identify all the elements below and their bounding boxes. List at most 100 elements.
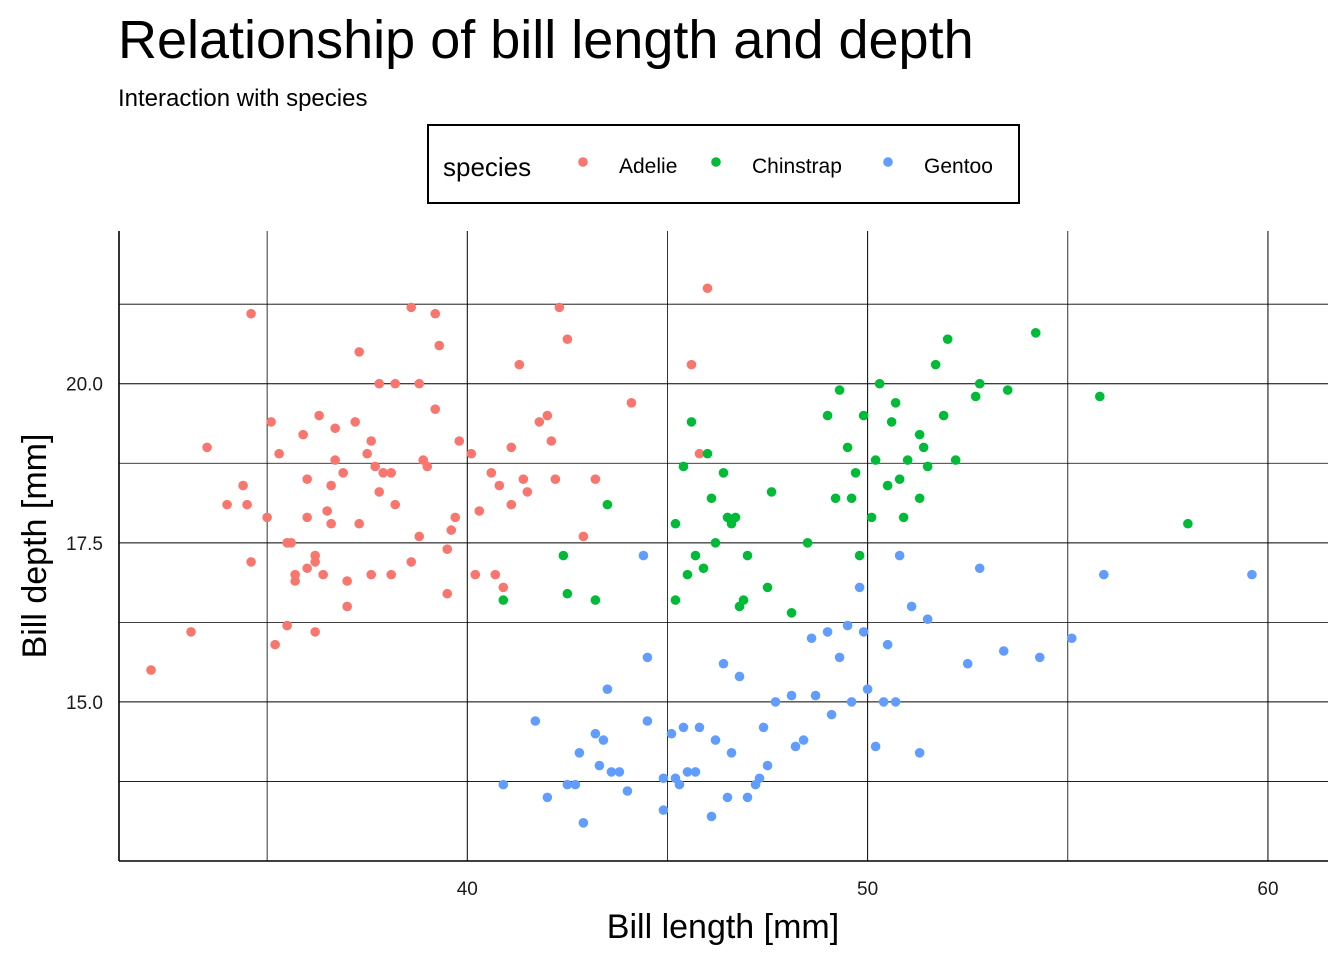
data-point-chinstrap	[558, 550, 569, 561]
data-point-gentoo	[1034, 652, 1045, 663]
data-point-adelie	[374, 487, 385, 497]
data-point-chinstrap	[858, 410, 869, 421]
data-point-adelie	[454, 436, 465, 446]
legend-box	[427, 124, 1020, 204]
data-point-adelie	[518, 474, 529, 484]
data-point-adelie	[366, 569, 377, 580]
grid	[119, 231, 1328, 862]
data-point-chinstrap	[918, 442, 929, 453]
data-point-adelie	[146, 665, 156, 675]
data-point-adelie	[442, 544, 453, 554]
data-point-adelie	[422, 461, 433, 472]
data-point-chinstrap	[866, 512, 877, 523]
data-point-adelie	[326, 518, 336, 529]
data-point-adelie	[310, 627, 320, 637]
data-point-chinstrap	[690, 550, 701, 561]
data-point-gentoo	[1066, 633, 1077, 644]
legend-item-chinstrap: Chinstrap	[711, 155, 842, 178]
data-point-adelie	[310, 550, 320, 561]
data-point-chinstrap	[894, 474, 905, 484]
legend-title: species	[443, 152, 531, 182]
data-point-adelie	[338, 468, 348, 478]
data-point-gentoo	[678, 722, 689, 733]
chart-title: Relationship of bill length and depth	[118, 10, 974, 70]
data-point-gentoo	[598, 735, 609, 745]
data-point-adelie	[466, 448, 477, 459]
data-point-adelie	[342, 576, 352, 586]
data-point-gentoo	[666, 728, 677, 739]
data-point-chinstrap	[718, 468, 729, 478]
data-point-gentoo	[878, 697, 889, 707]
data-point-gentoo	[798, 735, 809, 745]
data-point-chinstrap	[686, 417, 697, 427]
data-point-gentoo	[726, 748, 737, 758]
data-point-chinstrap	[822, 410, 833, 421]
series-chinstrap	[498, 328, 1193, 618]
data-point-adelie	[238, 480, 248, 491]
data-point-chinstrap	[682, 569, 693, 580]
data-point-gentoo	[594, 760, 605, 771]
y-axis-title: Bill depth [mm]	[16, 434, 54, 659]
data-point-chinstrap	[922, 461, 933, 472]
data-point-adelie	[266, 417, 276, 427]
data-point-adelie	[470, 569, 481, 580]
data-point-gentoo	[742, 792, 753, 803]
data-point-chinstrap	[1095, 391, 1105, 402]
data-point-adelie	[414, 378, 425, 389]
data-point-adelie	[286, 538, 296, 548]
data-point-chinstrap	[698, 563, 709, 574]
data-point-gentoo	[694, 722, 705, 733]
legend-key	[578, 157, 588, 167]
data-point-adelie	[406, 557, 417, 567]
data-point-gentoo	[638, 550, 649, 561]
data-point-chinstrap	[914, 493, 925, 504]
data-point-adelie	[362, 448, 373, 459]
data-point-adelie	[342, 601, 352, 612]
data-point-gentoo	[858, 627, 869, 637]
legend-items: Adelie Chinstrap Gentoo	[578, 155, 993, 178]
data-point-chinstrap	[842, 442, 853, 453]
data-point-adelie	[282, 620, 292, 631]
data-point-gentoo	[682, 767, 693, 777]
data-point-gentoo	[542, 792, 553, 803]
data-point-adelie	[506, 499, 517, 510]
data-point-chinstrap	[670, 595, 681, 605]
data-point-adelie	[430, 404, 441, 414]
data-point-chinstrap	[602, 499, 613, 510]
data-point-adelie	[330, 455, 340, 465]
data-point-gentoo	[590, 728, 601, 739]
data-point-chinstrap	[498, 595, 509, 605]
data-point-adelie	[446, 525, 457, 535]
data-point-chinstrap	[834, 385, 845, 395]
data-point-gentoo	[906, 601, 917, 612]
data-point-adelie	[378, 468, 389, 478]
x-axis-title: Bill length [mm]	[607, 908, 839, 946]
data-point-gentoo	[570, 779, 581, 790]
data-point-chinstrap	[786, 608, 797, 618]
data-point-adelie	[430, 308, 441, 319]
data-point-adelie	[514, 359, 525, 370]
data-point-chinstrap	[902, 455, 913, 465]
data-point-gentoo	[890, 697, 901, 707]
data-point-gentoo	[894, 550, 905, 561]
data-point-adelie	[314, 410, 324, 421]
data-point-gentoo	[922, 614, 933, 624]
axes	[118, 231, 1328, 862]
data-point-chinstrap	[562, 588, 573, 599]
data-point-adelie	[354, 347, 364, 357]
data-point-chinstrap	[846, 493, 857, 504]
data-point-chinstrap	[850, 468, 861, 478]
data-point-chinstrap	[670, 518, 681, 529]
data-point-adelie	[322, 506, 332, 516]
data-point-adelie	[694, 448, 705, 459]
legend-item-adelie: Adelie	[578, 155, 677, 178]
data-point-gentoo	[754, 773, 765, 784]
data-point-gentoo	[762, 760, 773, 771]
data-point-gentoo	[758, 722, 769, 733]
data-point-adelie	[370, 461, 381, 472]
data-point-gentoo	[642, 716, 653, 726]
data-point-chinstrap	[742, 550, 753, 561]
data-point-adelie	[542, 410, 553, 421]
data-point-adelie	[386, 569, 397, 580]
data-point-chinstrap	[870, 455, 881, 465]
